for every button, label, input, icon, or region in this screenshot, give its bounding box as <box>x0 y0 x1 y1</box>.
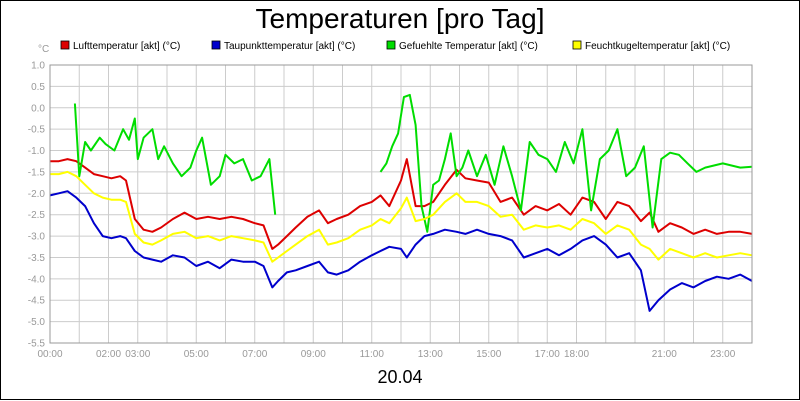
y-tick-label: -4.5 <box>28 296 46 307</box>
x-tick-label: 09:00 <box>301 349 326 360</box>
plot-border <box>49 64 753 344</box>
x-tick-label: 23:00 <box>710 349 735 360</box>
series-line <box>379 93 753 233</box>
y-tick-label: -1.5 <box>28 167 46 178</box>
y-tick-label: -1.0 <box>28 146 46 157</box>
chart-title: Temperaturen [pro Tag] <box>255 3 545 34</box>
x-tick-label: 05:00 <box>184 349 209 360</box>
x-tick-label: 17:00 <box>535 349 560 360</box>
y-tick-label: -2.0 <box>28 189 46 200</box>
y-tick-label: -0.5 <box>28 125 46 136</box>
y-tick-label: -3.0 <box>28 232 46 243</box>
x-tick-label: 13:00 <box>418 349 443 360</box>
y-tick-label: -5.5 <box>28 339 46 350</box>
legend-swatch <box>211 40 221 50</box>
x-tick-label: 02:00 <box>96 349 121 360</box>
legend-swatch <box>60 40 70 50</box>
series-line <box>73 103 277 215</box>
y-tick-label: -2.5 <box>28 210 46 221</box>
y-tick-label: -3.5 <box>28 253 46 264</box>
legend-swatch <box>386 40 396 50</box>
y-tick-label: 0.0 <box>31 103 45 114</box>
series-line <box>50 170 753 263</box>
y-tick-label: 1.0 <box>31 61 45 72</box>
legend-label: Feuchtkugeltemperatur [akt] (°C) <box>585 41 730 52</box>
y-unit-label: °C <box>38 44 49 55</box>
series-line <box>50 158 753 250</box>
x-tick-label: 21:00 <box>652 349 677 360</box>
legend-label: Taupunkttemperatur [akt] (°C) <box>224 41 355 52</box>
y-tick-label: -5.0 <box>28 317 46 328</box>
legend-label: Lufttemperatur [akt] (°C) <box>73 41 180 52</box>
x-tick-label: 18:00 <box>564 349 589 360</box>
x-tick-label: 11:00 <box>360 349 385 360</box>
x-tick-label: 15:00 <box>476 349 501 360</box>
series-line <box>49 190 753 312</box>
legend-swatch <box>572 40 582 50</box>
x-tick-label: 00:00 <box>37 349 62 360</box>
date-label: 20.04 <box>377 367 423 387</box>
y-tick-label: 0.5 <box>31 82 45 93</box>
x-tick-label: 07:00 <box>242 349 267 360</box>
x-tick-label: 03:00 <box>125 349 150 360</box>
legend-label: Gefuehlte Temperatur [akt] (°C) <box>399 41 538 52</box>
y-tick-label: -4.0 <box>28 274 46 285</box>
